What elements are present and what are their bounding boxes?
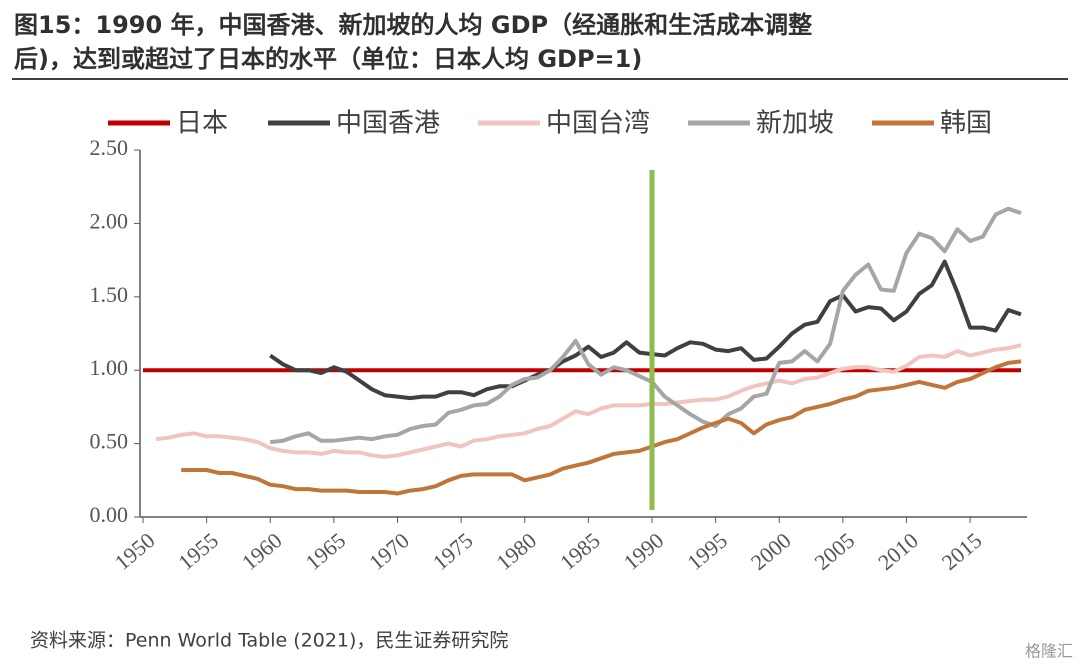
x-tick-label: 1955 — [173, 528, 223, 575]
x-tick-label: 1970 — [364, 528, 414, 575]
source-note: 资料来源：Penn World Table (2021)，民生证券研究院 — [30, 630, 508, 652]
legend-label: 中国台湾 — [546, 109, 650, 139]
x-tick-label: 1965 — [301, 528, 351, 575]
x-tick-label: 1950 — [110, 528, 160, 575]
series-line — [269, 259, 1022, 401]
y-tick-label: 2.00 — [90, 208, 129, 233]
series-line — [155, 343, 1022, 459]
legend-label: 韩国 — [940, 109, 992, 139]
x-tick-label: 2005 — [810, 528, 860, 575]
x-tick-label: 1990 — [619, 528, 669, 575]
chart-title: 图15：1990 年，中国香港、新加坡的人均 GDP（经通胀和生活成本调整 — [14, 11, 812, 39]
x-tick-label: 1985 — [555, 528, 605, 575]
watermark: 格隆汇 — [1025, 642, 1073, 661]
chart-title: 后)，达到或超过了日本的水平（单位：日本人均 GDP=1) — [14, 45, 642, 73]
x-tick-label: 1975 — [428, 528, 478, 575]
y-tick-label: 1.00 — [90, 355, 129, 380]
series-line — [269, 206, 1022, 445]
legend-label: 日本 — [176, 109, 228, 139]
x-tick-label: 1995 — [682, 528, 732, 575]
x-tick-label: 2015 — [937, 528, 987, 575]
x-tick-label: 1980 — [491, 528, 541, 575]
x-tick-label: 2000 — [746, 528, 796, 575]
legend-label: 中国香港 — [336, 109, 440, 139]
y-tick-label: 0.50 — [90, 429, 129, 454]
y-tick-label: 2.50 — [90, 135, 129, 160]
legend-label: 新加坡 — [756, 109, 834, 139]
series-line — [181, 359, 1022, 496]
y-tick-label: 1.50 — [90, 282, 129, 307]
x-tick-label: 1960 — [237, 528, 287, 575]
y-tick-label: 0.00 — [90, 502, 129, 527]
x-tick-label: 2010 — [873, 528, 923, 575]
